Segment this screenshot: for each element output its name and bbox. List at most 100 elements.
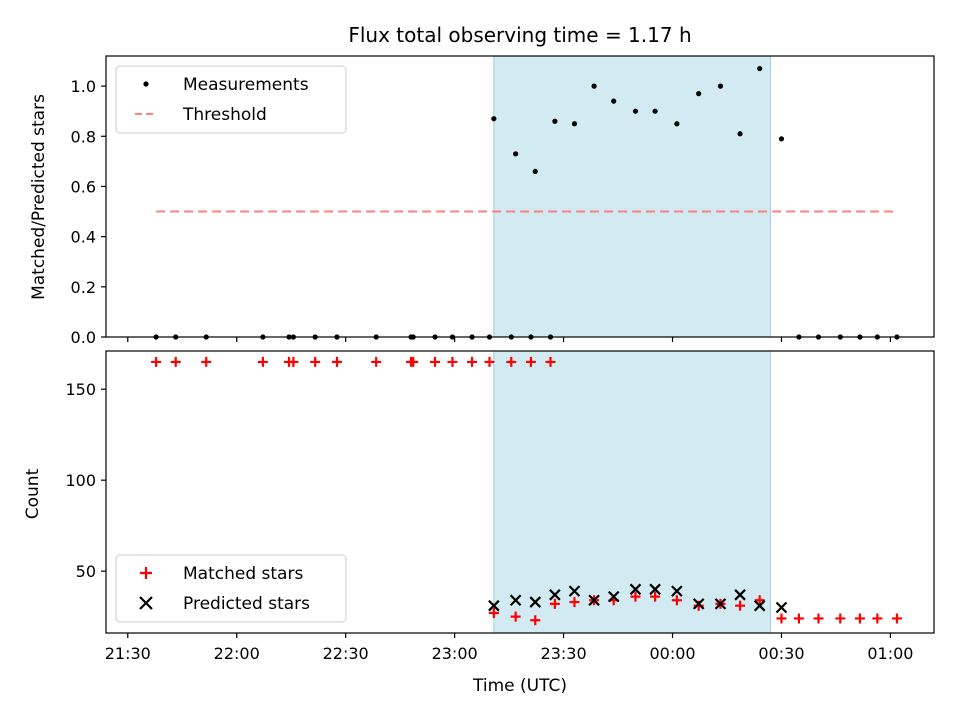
ratio-point-0-30 xyxy=(737,131,743,137)
ratio-point-0-29 xyxy=(717,83,724,89)
x-tick-label-6: 00:30 xyxy=(758,644,804,663)
count-point-0-11 xyxy=(430,356,441,367)
ratio-point-0-24 xyxy=(611,98,617,104)
ratio-point-0-21 xyxy=(552,118,558,124)
ratio-legend: Measurements Threshold xyxy=(115,65,347,134)
count-point-1-9 xyxy=(671,585,683,597)
count-point-0-6 xyxy=(310,356,321,367)
ratio-point-0-22 xyxy=(571,121,578,127)
ratio-point-0-23 xyxy=(591,83,597,89)
count-point-0-21 xyxy=(549,598,560,609)
count-point-0-26 xyxy=(650,591,661,602)
count-point-0-38 xyxy=(891,613,902,624)
count-legend: Matched stars Predicted stars xyxy=(115,554,347,623)
count-y-tick-label-0: 50 xyxy=(76,562,96,581)
ratio-legend-box xyxy=(115,65,347,134)
ratio-y-tick-label-5: 1.0 xyxy=(71,77,96,96)
count-legend-label-0: Matched stars xyxy=(183,564,303,584)
count-point-0-14 xyxy=(484,356,495,367)
x-tick-label-4: 23:30 xyxy=(541,644,587,663)
count-y-tick-label-1: 100 xyxy=(65,471,96,490)
x-axis-label: Time (UTC) xyxy=(472,676,567,696)
x-tick-label-0: 21:30 xyxy=(105,644,151,663)
count-point-1-1 xyxy=(509,594,522,607)
count-point-1-6 xyxy=(607,590,620,603)
count-point-0-30 xyxy=(735,600,746,611)
count-point-1-8 xyxy=(649,583,661,596)
count-point-1-14 xyxy=(775,601,788,614)
count-point-0-25 xyxy=(630,591,641,602)
count-point-0-0 xyxy=(151,356,162,367)
count-point-0-35 xyxy=(835,613,846,624)
count-point-0-33 xyxy=(793,613,804,624)
count-legend-marker-1 xyxy=(139,596,153,610)
count-point-0-17 xyxy=(545,356,556,367)
count-point-0-16 xyxy=(525,356,536,367)
x-tick-label-5: 00:00 xyxy=(649,644,695,663)
count-point-0-19 xyxy=(510,611,521,622)
ratio-panel: 0.0 0.2 0.4 0.6 0.8 1.0 Measurements Threshold xyxy=(71,55,935,347)
ratio-point-0-26 xyxy=(652,108,658,114)
count-point-1-7 xyxy=(629,583,642,596)
count-point-0-31 xyxy=(754,595,765,606)
ratio-point-0-27 xyxy=(674,121,680,127)
ratio-point-0-20 xyxy=(532,168,538,175)
count-legend-label-1: Predicted stars xyxy=(183,594,310,614)
count-point-0-20 xyxy=(530,615,541,626)
ratio-observing-span xyxy=(493,55,772,338)
count-point-0-12 xyxy=(447,356,458,367)
x-tick-label-2: 22:30 xyxy=(323,644,369,663)
count-point-1-4 xyxy=(568,585,581,597)
ratio-point-0-28 xyxy=(696,91,702,97)
count-point-0-15 xyxy=(506,356,517,367)
count-legend-marker-0 xyxy=(140,567,152,579)
count-point-0-36 xyxy=(854,613,865,624)
count-point-1-12 xyxy=(734,589,746,601)
count-frame xyxy=(105,350,935,634)
bottom-y-axis-label: Count xyxy=(23,468,43,519)
ratio-y-tick-label-2: 0.4 xyxy=(71,228,96,247)
count-y-tick-label-2: 150 xyxy=(65,380,96,399)
count-point-1-2 xyxy=(529,596,542,608)
count-point-0-8 xyxy=(371,356,382,367)
count-point-0-5 xyxy=(288,356,299,367)
ratio-y-tick-label-4: 0.8 xyxy=(71,127,96,146)
count-point-0-22 xyxy=(569,597,580,608)
ratio-legend-label-1: Threshold xyxy=(182,105,267,125)
chart-title: Flux total observing time = 1.17 h xyxy=(348,23,691,47)
top-y-axis-label: Matched/Predicted stars xyxy=(29,94,49,300)
ratio-y-tick-label-0: 0.0 xyxy=(71,328,96,347)
count-point-0-7 xyxy=(331,356,342,367)
x-tick-label-7: 01:00 xyxy=(867,644,913,663)
count-legend-box xyxy=(115,554,347,623)
count-observing-span xyxy=(493,350,772,634)
ratio-legend-marker-0 xyxy=(143,81,149,87)
ratio-y-tick-label-1: 0.2 xyxy=(71,278,96,297)
count-point-0-27 xyxy=(671,595,682,606)
ratio-point-0-31 xyxy=(757,65,763,72)
count-point-0-13 xyxy=(467,356,478,367)
count-point-1-3 xyxy=(549,589,561,601)
count-point-0-2 xyxy=(201,356,212,367)
count-series-1 xyxy=(488,583,788,614)
ratio-y-tick-label-3: 0.6 xyxy=(71,177,96,196)
count-panel: 21:30 22:00 22:30 23:00 23:30 00:00 00:30 01:00… xyxy=(65,350,935,663)
ratio-point-0-32 xyxy=(778,136,785,142)
x-tick-label-1: 22:00 xyxy=(214,644,260,663)
ratio-legend-label-0: Measurements xyxy=(183,75,309,95)
ratio-point-0-19 xyxy=(513,151,519,157)
count-point-0-37 xyxy=(872,613,883,624)
ratio-frame xyxy=(105,55,935,338)
ratio-point-0-18 xyxy=(491,116,497,122)
count-point-0-10 xyxy=(408,356,419,367)
count-point-0-32 xyxy=(776,613,787,624)
count-point-0-1 xyxy=(170,356,181,367)
count-point-1-5 xyxy=(588,594,600,607)
count-point-0-34 xyxy=(813,613,824,624)
count-point-1-11 xyxy=(714,598,727,610)
x-tick-label-3: 23:00 xyxy=(432,644,478,663)
count-point-0-18 xyxy=(488,607,499,618)
count-point-1-0 xyxy=(488,599,500,612)
count-point-1-10 xyxy=(692,598,705,610)
